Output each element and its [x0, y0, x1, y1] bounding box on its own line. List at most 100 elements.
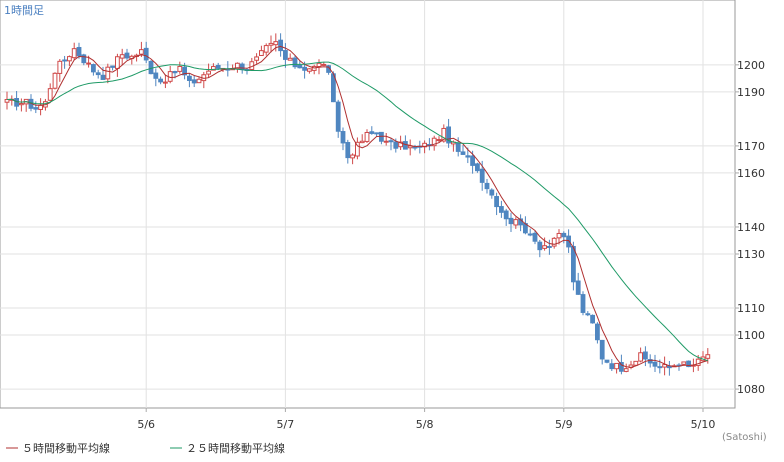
x-tick-label: 5/10: [691, 418, 716, 431]
candle: [407, 139, 413, 156]
candle: [115, 53, 120, 77]
candle-body-down: [143, 47, 149, 61]
candle-body-down: [153, 72, 159, 79]
candle-body-up: [67, 56, 72, 62]
y-tick-label: 1160: [737, 167, 765, 180]
candle-body-down: [599, 339, 605, 360]
candle-body-up: [71, 48, 77, 59]
candle-body-up: [206, 70, 211, 75]
candle: [359, 134, 365, 144]
candle: [527, 228, 533, 237]
candle: [158, 76, 163, 85]
candle-body-up: [398, 141, 404, 148]
candle: [119, 48, 125, 66]
candle-body-down: [278, 39, 284, 52]
candle: [14, 91, 19, 111]
y-tick-label: 1110: [737, 302, 765, 315]
candle: [460, 145, 466, 155]
candle: [585, 311, 591, 317]
candle-body-down: [388, 140, 394, 143]
candle: [609, 359, 615, 372]
candle: [705, 348, 711, 364]
candle: [599, 339, 605, 365]
candle: [614, 362, 620, 374]
candle-body-up: [638, 352, 644, 362]
candle: [105, 63, 111, 84]
candle-body-down: [191, 79, 197, 84]
candle-body-up: [163, 81, 168, 84]
candle-body-down: [393, 141, 399, 149]
credit: (Satoshi): [722, 432, 767, 443]
candle-body-up: [307, 68, 312, 72]
candle-body-down: [527, 233, 533, 236]
candle-body-down: [62, 59, 68, 62]
candle-body-down: [33, 107, 39, 110]
candle-body-up: [259, 50, 264, 56]
candle-body-down: [95, 72, 101, 76]
legend-item: ２５時間移動平均線: [170, 441, 285, 455]
candle: [316, 59, 322, 75]
candle-body-down: [652, 361, 658, 367]
candle-body-down: [489, 189, 495, 196]
candle: [484, 178, 490, 194]
candle-body-down: [455, 142, 461, 152]
candle-body-up: [441, 127, 447, 142]
candle: [355, 137, 360, 160]
candle: [254, 53, 259, 64]
candle-body-up: [695, 358, 701, 366]
candle-body-up: [513, 219, 519, 226]
ma-line-25: [6, 61, 708, 362]
candle-body-down: [283, 50, 288, 60]
x-tick-label: 5/6: [137, 418, 155, 431]
candle: [4, 91, 10, 110]
candle-body-down: [503, 210, 509, 220]
candle-body-up: [705, 354, 711, 359]
candle-body-down: [172, 71, 178, 74]
candle: [633, 360, 639, 366]
candle-body-down: [215, 64, 221, 69]
candle: [350, 153, 356, 165]
candle-body-down: [619, 361, 624, 372]
candle: [547, 239, 552, 255]
candle: [374, 132, 380, 137]
x-tick-label: 5/7: [277, 418, 295, 431]
candle: [499, 200, 504, 218]
candle-body-up: [115, 56, 120, 69]
x-tick-label: 5/8: [416, 418, 434, 431]
candle-body-up: [662, 364, 668, 368]
candle: [278, 33, 284, 57]
candle-body-down: [76, 46, 82, 57]
candle: [532, 230, 538, 245]
candle-body-up: [268, 42, 274, 46]
candle-body-down: [100, 74, 106, 80]
candle: [263, 43, 269, 56]
candle-body-up: [364, 131, 370, 142]
candle: [268, 35, 274, 53]
candle-body-down: [643, 351, 648, 360]
x-tick-label: 5/9: [555, 418, 573, 431]
candle: [638, 347, 644, 363]
candle: [100, 66, 106, 80]
candle-body-up: [383, 140, 389, 143]
candle: [62, 55, 68, 69]
candle-body-down: [369, 131, 375, 134]
candle-body-up: [316, 62, 322, 68]
candle-body-down: [403, 141, 408, 150]
candle: [489, 188, 495, 199]
candle-body-down: [412, 146, 418, 149]
candle-body-down: [484, 182, 490, 190]
candle-body-down: [148, 60, 154, 75]
candle-body-up: [254, 56, 259, 61]
candle-body-down: [124, 52, 130, 59]
candle-body-down: [374, 132, 380, 135]
candle: [537, 239, 543, 258]
candle-body-down: [547, 245, 552, 248]
chart-title: 1時間足: [4, 4, 44, 17]
candle-body-up: [551, 237, 557, 247]
candle: [187, 73, 192, 88]
candle: [364, 129, 370, 143]
candle: [575, 272, 581, 295]
candle: [47, 83, 53, 102]
candle: [508, 212, 514, 232]
